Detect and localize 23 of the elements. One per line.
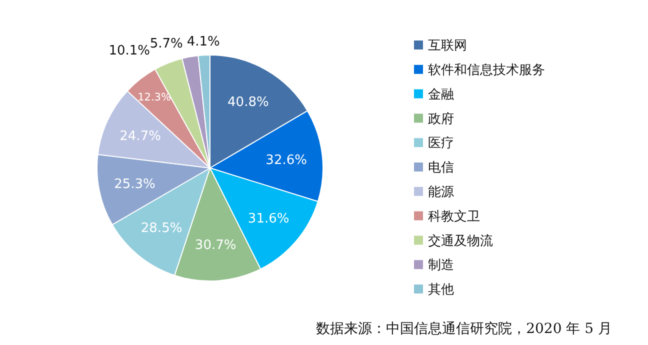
legend-label: 电信 — [428, 160, 454, 176]
legend-label: 交通及物流 — [428, 232, 493, 249]
data-label: 24.7% — [120, 129, 161, 144]
data-label: 25.3% — [114, 177, 156, 192]
legend-label: 软件和信息技术服务 — [428, 62, 545, 78]
data-label: 4.1% — [186, 34, 220, 50]
legend-label: 其他 — [428, 282, 454, 298]
data-label: 32.6% — [266, 152, 307, 168]
legend-label: 科教文卫 — [428, 209, 480, 224]
legend-label: 能源 — [428, 184, 454, 200]
legend-label: 医疗 — [428, 136, 454, 152]
legend-label: 政府 — [428, 110, 454, 127]
legend-label: 金融 — [428, 87, 454, 102]
legend-label: 互联网 — [428, 38, 467, 54]
source-note: 数据来源：中国信息通信研究院，2020 年 5 月 — [316, 321, 612, 337]
data-label: 30.7% — [194, 238, 236, 254]
data-label: 12.3% — [138, 91, 171, 104]
data-label: 5.7% — [150, 36, 183, 52]
legend-label: 制造 — [428, 258, 454, 274]
data-label: 28.5% — [140, 221, 182, 236]
data-label: 31.6% — [248, 211, 290, 226]
data-label: 10.1% — [108, 44, 150, 59]
data-label: 40.8% — [228, 94, 269, 110]
